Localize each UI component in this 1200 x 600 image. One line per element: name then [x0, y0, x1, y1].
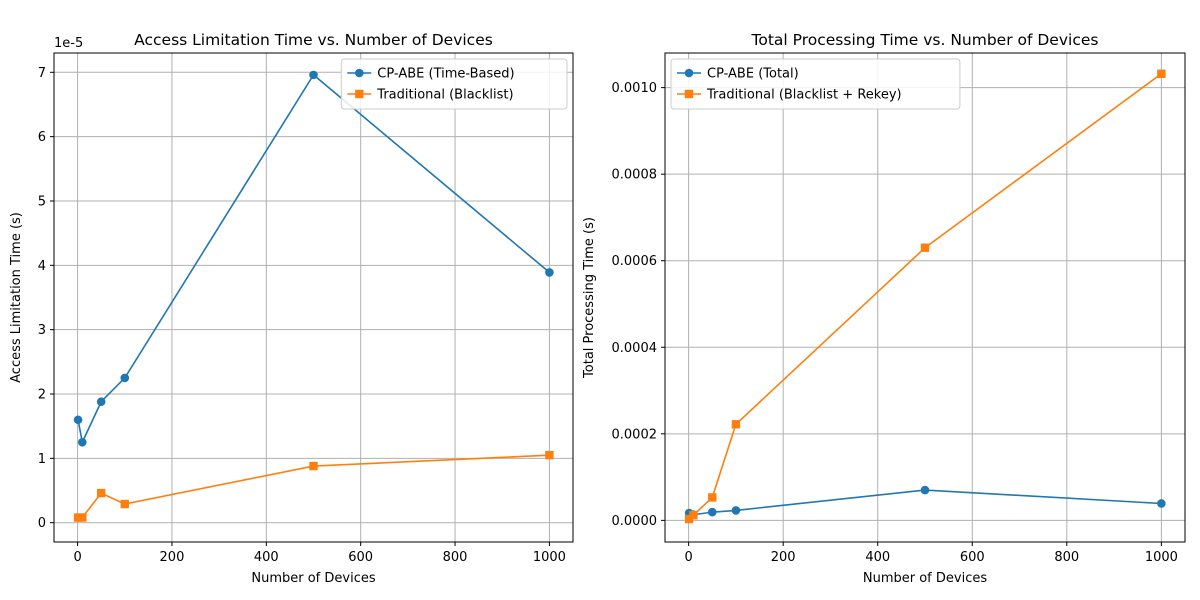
legend-entry: CP-ABE (Time-Based): [347, 67, 515, 82]
y-tick-label: 0.0004: [612, 341, 658, 356]
legend-entry: CP-ABE (Total): [677, 67, 799, 82]
y-tick-label: 5: [38, 194, 46, 209]
y-tick-label: 6: [38, 130, 46, 145]
chart-title: Access Limitation Time vs. Number of Dev…: [134, 31, 493, 49]
legend-label: Traditional (Blacklist + Rekey): [706, 88, 902, 103]
chart-1: 0 200 400 600 800 1000 0 1 2 3 4 5 6 7 1e-5 Access Limi…: [9, 31, 574, 586]
data-point: [73, 415, 83, 425]
y-tick-label: 0.0010: [612, 81, 658, 96]
y-tick-label: 0.0000: [612, 514, 658, 529]
data-point: [731, 506, 741, 515]
legend: CP-ABE (Total) Traditional (Blacklist + R…: [670, 58, 961, 110]
x-tick-label: 400: [865, 550, 890, 565]
chart-2: 0 200 400 600 800 1000 0.0000 0.0002 0.0004 0.000…: [582, 31, 1186, 586]
legend-entry: Traditional (Blacklist + Rekey): [677, 88, 902, 103]
y-tick-label: 0.0002: [612, 427, 658, 442]
data-point: [120, 373, 130, 383]
legend-label: CP-ABE (Total): [707, 67, 799, 82]
x-tick-label: 400: [254, 550, 279, 565]
x-axis-label: Number of Devices: [863, 571, 987, 586]
y-tick-label: 1: [38, 452, 46, 467]
x-tick-label: 600: [348, 550, 373, 565]
axes-frame: [664, 52, 1186, 543]
x-tick-label: 800: [443, 550, 468, 565]
x-tick-label: 1000: [1145, 550, 1178, 565]
data-point: [689, 510, 698, 520]
x-tick-label: 1000: [533, 550, 566, 565]
plot-area: [54, 53, 573, 542]
data-point: [920, 243, 930, 252]
legend-box: [340, 58, 568, 110]
legend-label: Traditional (Blacklist): [376, 88, 513, 103]
x-tick-label: 600: [960, 550, 985, 565]
y-tick-label: 7: [38, 66, 46, 81]
data-point: [78, 513, 87, 522]
y-tick-label: 0.0006: [612, 254, 658, 269]
data-point: [120, 499, 129, 509]
data-point: [707, 507, 717, 517]
y-tick-label: 4: [38, 259, 46, 274]
chart-title: Total Processing Time vs. Number of Devi…: [751, 31, 1099, 49]
data-point: [309, 70, 318, 80]
legend: CP-ABE (Time-Based) Traditional (Blacklis…: [340, 58, 568, 110]
data-point: [545, 450, 554, 460]
data-point: [1157, 499, 1166, 508]
data-point: [1157, 69, 1166, 78]
series-2: [73, 450, 554, 522]
data-point: [545, 268, 554, 277]
x-tick-label: 0: [73, 550, 81, 565]
legend-label: CP-ABE (Time-Based): [377, 67, 514, 82]
y-tick-label: 3: [38, 323, 46, 338]
legend-box: [670, 58, 961, 110]
legend-swatch-marker: [684, 68, 694, 78]
y-axis-label: Access Limitation Time (s): [9, 212, 24, 383]
legend-swatch-marker: [355, 89, 364, 99]
x-tick-label: 200: [160, 550, 185, 565]
data-point: [96, 397, 106, 407]
data-point: [920, 485, 930, 495]
legend-entry: Traditional (Blacklist): [347, 88, 514, 103]
x-tick-label: 800: [1054, 550, 1079, 565]
series-2: [684, 69, 1166, 524]
data-point: [708, 493, 717, 502]
data-point: [684, 514, 694, 524]
data-point: [73, 513, 83, 522]
legend-swatch-marker: [684, 89, 694, 99]
x-axis-label: Number of Devices: [251, 571, 375, 586]
x-tick-label: 200: [771, 550, 796, 565]
plot-area: [665, 53, 1185, 542]
x-tick-label: 0: [684, 550, 692, 565]
data-point: [96, 488, 106, 498]
axes-frame: [53, 52, 574, 543]
y-axis-label: Total Processing Time (s): [582, 217, 597, 379]
y-tick-label: 0: [38, 516, 46, 531]
data-point: [309, 461, 318, 471]
data-point: [78, 437, 87, 447]
legend-swatch-marker: [355, 68, 364, 78]
data-point: [731, 420, 741, 429]
y-offset-label: 1e-5: [54, 36, 83, 51]
y-tick-label: 0.0008: [612, 168, 658, 183]
y-tick-label: 2: [38, 388, 46, 403]
